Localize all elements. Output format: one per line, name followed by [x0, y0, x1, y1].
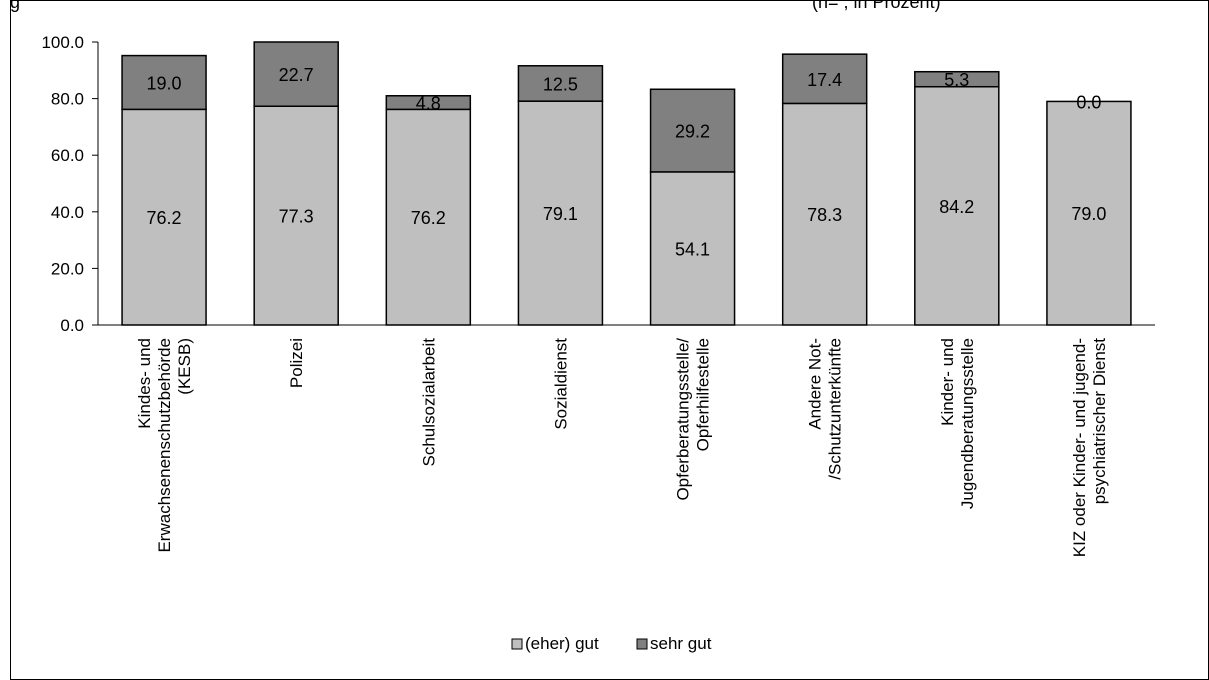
x-tick-label: Kinder- und [938, 338, 957, 426]
bar-sehr-gut [253, 41, 339, 107]
bar-sehr-gut [781, 53, 868, 105]
data-label-sehr-gut: 5.3 [944, 70, 969, 90]
bar-sehr-gut [517, 65, 604, 102]
data-label-eher-gut: 76.2 [411, 208, 446, 228]
legend-swatch [511, 638, 523, 650]
data-label-sehr-gut: 12.5 [543, 74, 578, 94]
legend-label: sehr gut [650, 634, 712, 653]
bar-eher-gut [121, 108, 207, 326]
data-label-eher-gut: 79.0 [1071, 204, 1106, 224]
legend-swatch [636, 638, 648, 650]
caption-right-fragment: (n= , in Prozent) [812, 0, 941, 12]
data-label-eher-gut: 54.1 [675, 239, 710, 259]
data-label-eher-gut: 78.3 [807, 205, 842, 225]
y-tick-label: 80.0 [51, 90, 84, 109]
bar-eher-gut [385, 108, 472, 326]
chart-caption: g (n= , in Prozent) [0, 0, 1209, 14]
x-tick-label: Erwachsenenschutzbehörde [155, 338, 174, 553]
x-tick-label: Opferberatungsstelle/ [674, 338, 693, 501]
x-tick-label: Schulsozialarbeit [419, 338, 438, 467]
data-label-eher-gut: 77.3 [279, 207, 314, 227]
x-tick-label: Opferhilfestelle [694, 338, 713, 451]
y-tick-label: 60.0 [51, 146, 84, 165]
y-tick-label: 0.0 [60, 316, 84, 335]
x-tick-label: Jugendberatungsstelle [958, 338, 977, 509]
data-label-sehr-gut: 19.0 [147, 73, 182, 93]
legend-label: (eher) gut [525, 634, 599, 653]
x-tick-label: Andere Not- [806, 338, 825, 430]
caption-left-fragment: g [10, 0, 21, 12]
x-tick-label: KIZ oder Kinder- und jugend- [1070, 338, 1089, 557]
bar-sehr-gut [914, 70, 1000, 88]
bar-eher-gut [914, 85, 1000, 326]
bar-sehr-gut [649, 88, 736, 173]
x-tick-label: /Schutzunterkünfte [826, 338, 845, 480]
bar-eher-gut [1046, 100, 1132, 326]
bar-eher-gut [649, 171, 736, 326]
x-tick-label: Kindes- und [135, 338, 154, 429]
data-label-eher-gut: 84.2 [939, 197, 974, 217]
x-tick-label: psychiatrischer Dienst [1090, 338, 1109, 505]
x-tick-label: (KESB) [175, 338, 194, 395]
bar-sehr-gut [121, 54, 207, 111]
data-label-sehr-gut: 0.0 [1076, 92, 1101, 112]
x-tick-label: Sozialdienst [551, 338, 570, 430]
y-tick-label: 20.0 [51, 259, 84, 278]
data-label-sehr-gut: 4.8 [416, 94, 441, 114]
y-tick-label: 100.0 [41, 33, 84, 52]
bar-sehr-gut [385, 95, 472, 111]
data-label-sehr-gut: 22.7 [279, 65, 314, 85]
data-label-eher-gut: 76.2 [147, 208, 182, 228]
y-tick-label: 40.0 [51, 203, 84, 222]
data-label-eher-gut: 79.1 [543, 204, 578, 224]
data-label-sehr-gut: 17.4 [807, 70, 842, 90]
x-tick-label: Polizei [287, 338, 306, 388]
data-label-sehr-gut: 29.2 [675, 122, 710, 142]
